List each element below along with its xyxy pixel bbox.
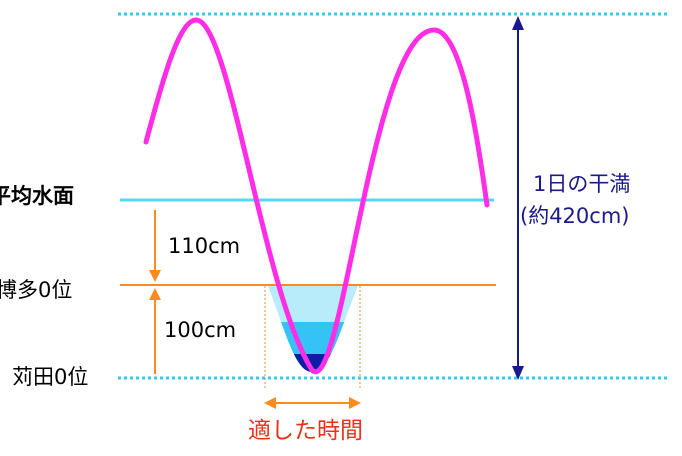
- arrow-100cm: [149, 288, 161, 374]
- water-light-band: [268, 286, 358, 322]
- tide-curve: [143, 17, 490, 375]
- suitable-time-label: 適した時間: [248, 418, 363, 444]
- hakata-zero-label: 博多0位: [0, 278, 73, 302]
- diff-100-label: 100cm: [164, 318, 237, 342]
- mean-sea-level-label: 平均水面: [0, 184, 74, 208]
- kanda-zero-label: 苅田0位: [12, 365, 89, 389]
- water-fill: [268, 286, 358, 372]
- daily-range-amount-label: (約420cm): [520, 204, 630, 228]
- daily-range-label: 1日の干満: [533, 172, 631, 196]
- water-mid-band: [268, 322, 358, 354]
- arrow-110cm: [149, 210, 161, 282]
- daily-range-arrow: [512, 16, 524, 380]
- diff-110-label: 110cm: [168, 234, 241, 258]
- suitable-time-arrow: [264, 397, 361, 409]
